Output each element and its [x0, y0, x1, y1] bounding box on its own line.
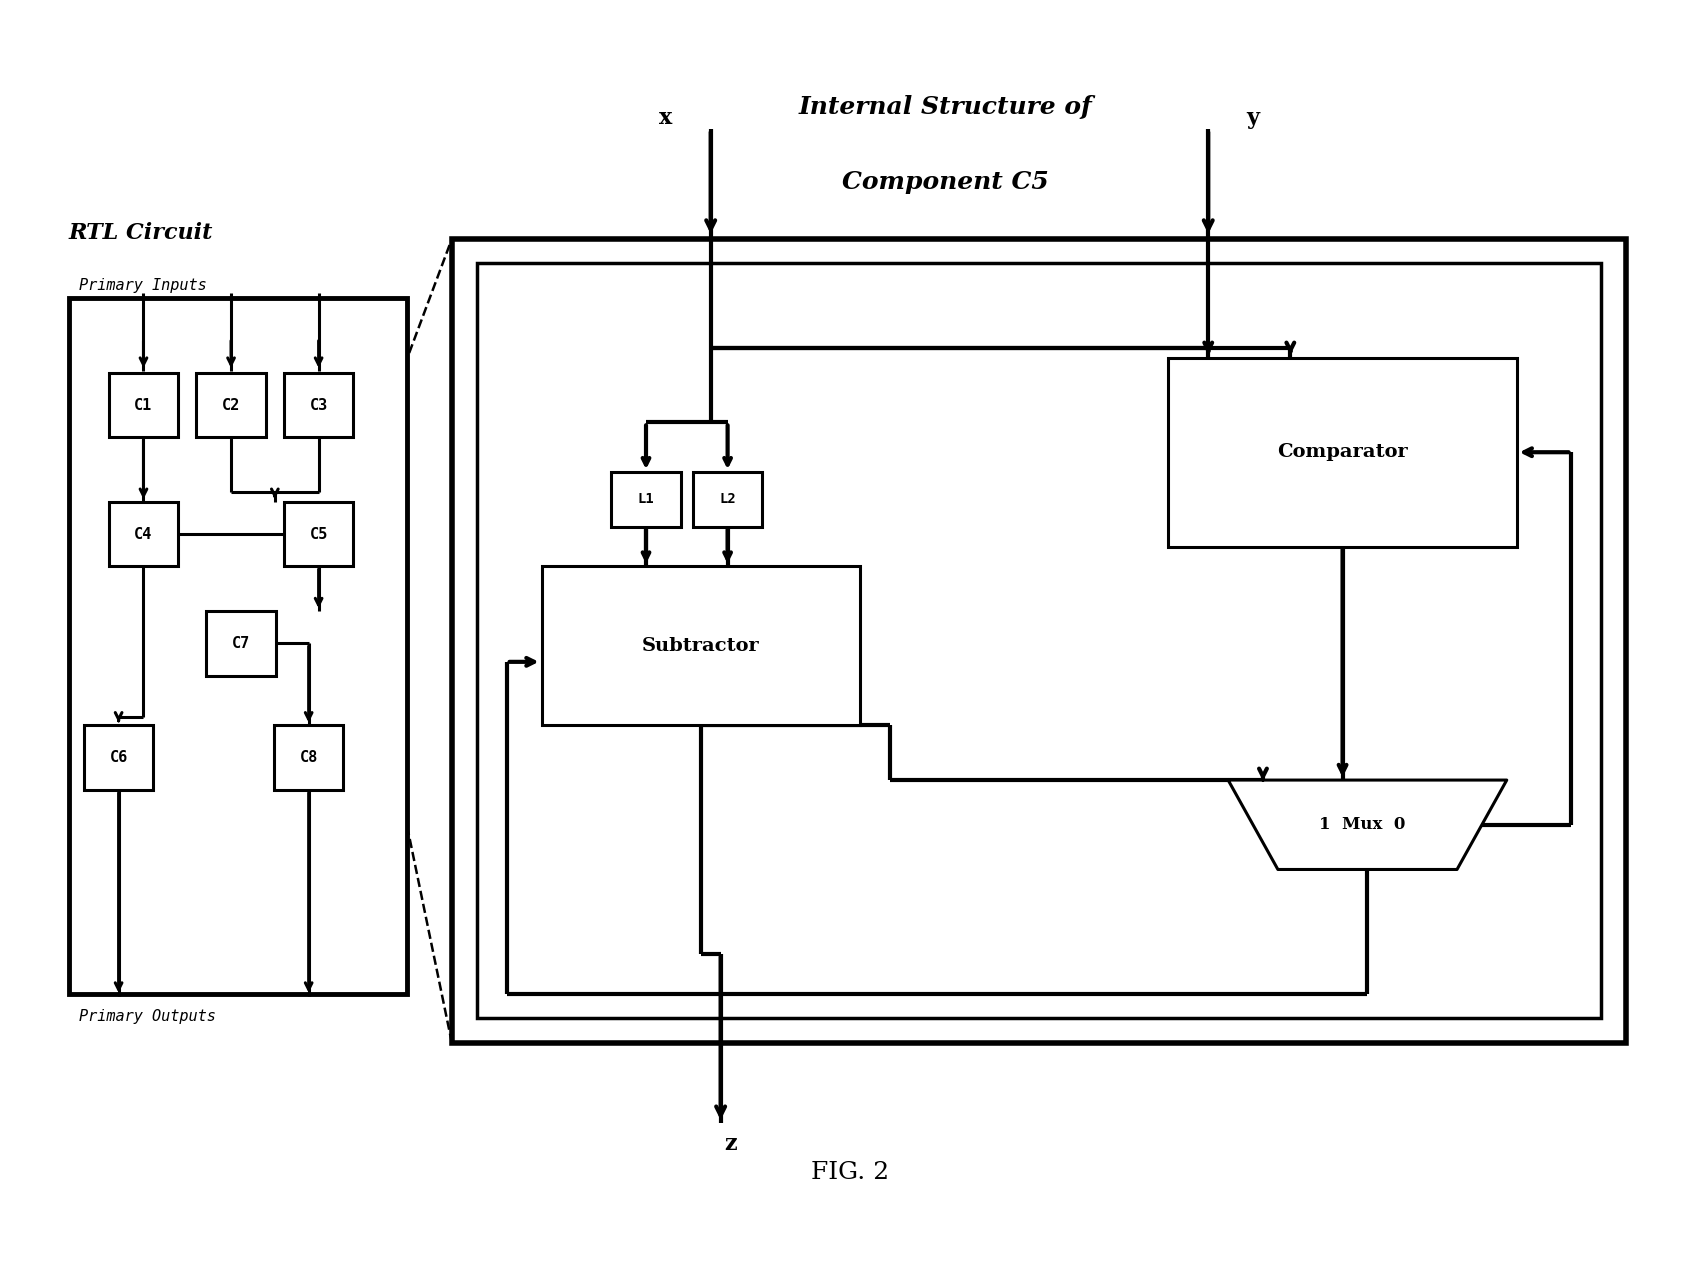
- Text: Primary Inputs: Primary Inputs: [78, 278, 206, 293]
- Bar: [206, 611, 275, 676]
- Text: C2: C2: [223, 398, 240, 412]
- Text: Internal Structure of: Internal Structure of: [799, 96, 1091, 120]
- Bar: [109, 373, 178, 438]
- Bar: [1168, 357, 1516, 546]
- Bar: [274, 726, 343, 790]
- Text: C5: C5: [309, 527, 328, 542]
- Text: C3: C3: [309, 398, 328, 412]
- Bar: [542, 567, 860, 726]
- Text: y: y: [1246, 107, 1260, 129]
- Bar: [68, 299, 408, 994]
- Text: C8: C8: [299, 750, 318, 766]
- Text: Comparator: Comparator: [1277, 443, 1408, 461]
- Text: Subtractor: Subtractor: [643, 637, 760, 655]
- Bar: [284, 373, 354, 438]
- Text: 1  Mux  0: 1 Mux 0: [1319, 817, 1406, 833]
- Bar: [694, 472, 762, 527]
- Bar: [83, 726, 153, 790]
- Text: FIG. 2: FIG. 2: [811, 1161, 889, 1184]
- Text: C6: C6: [109, 750, 127, 766]
- Text: Component C5: Component C5: [842, 170, 1049, 194]
- Text: C7: C7: [231, 635, 250, 651]
- Bar: [109, 501, 178, 567]
- Bar: [612, 472, 680, 527]
- Bar: [284, 501, 354, 567]
- Bar: [452, 239, 1627, 1044]
- Text: Primary Outputs: Primary Outputs: [78, 1008, 216, 1023]
- Text: RTL Circuit: RTL Circuit: [68, 222, 212, 244]
- Text: C1: C1: [134, 398, 153, 412]
- Text: L1: L1: [638, 493, 654, 507]
- Text: z: z: [724, 1133, 736, 1155]
- Polygon shape: [1227, 780, 1506, 869]
- Text: C4: C4: [134, 527, 153, 542]
- Text: x: x: [660, 107, 673, 129]
- Text: L2: L2: [719, 493, 736, 507]
- Bar: [196, 373, 265, 438]
- Bar: [476, 263, 1601, 1018]
